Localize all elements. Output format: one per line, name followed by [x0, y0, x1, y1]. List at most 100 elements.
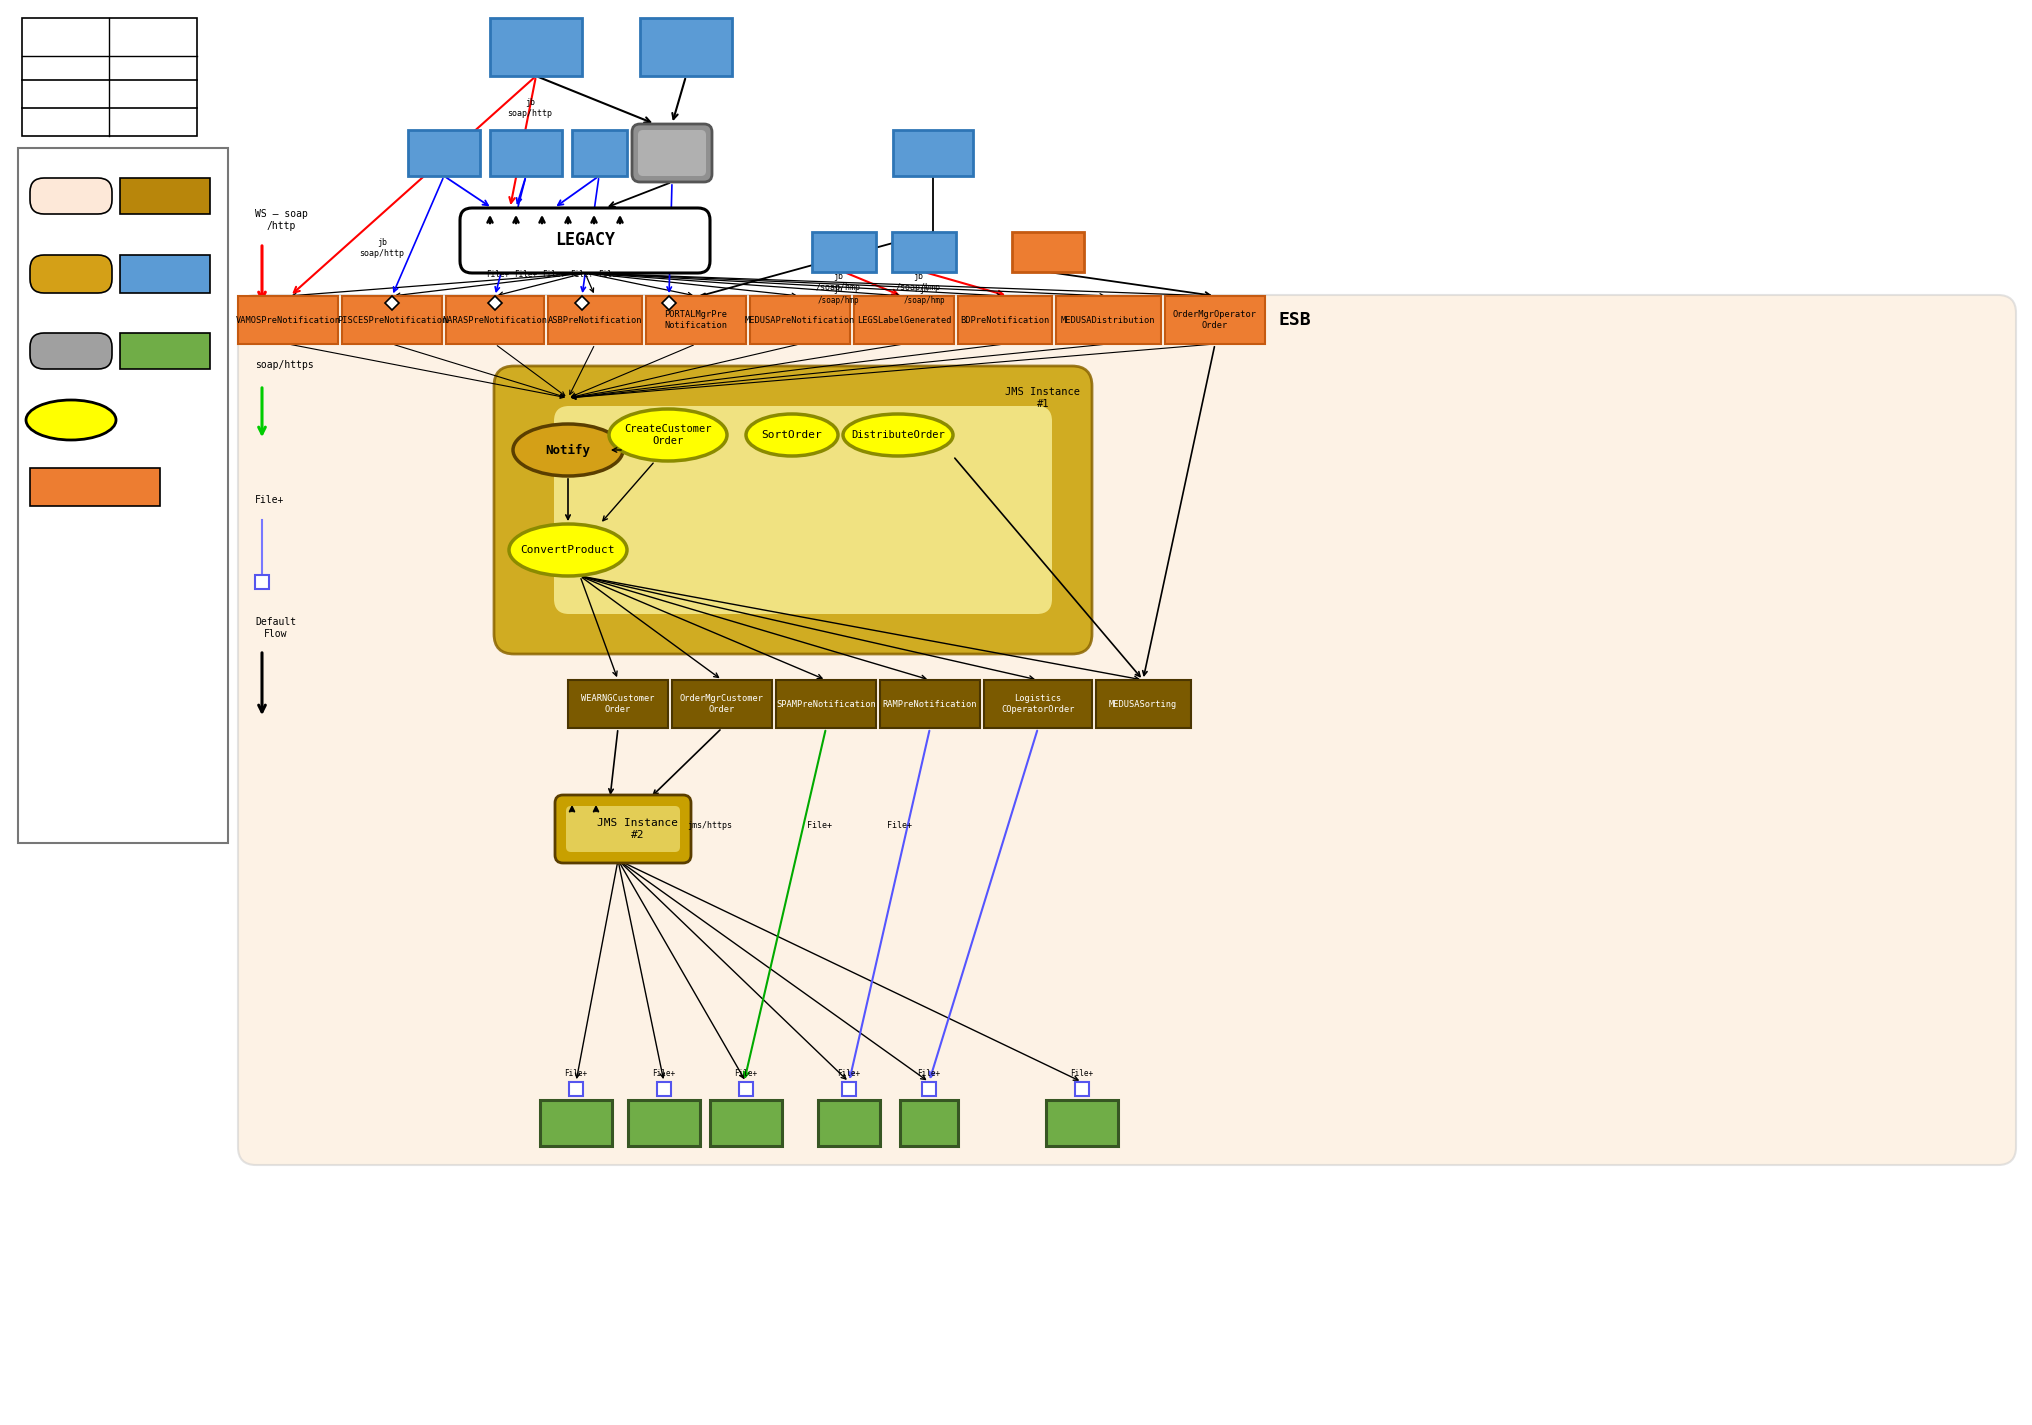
- FancyBboxPatch shape: [565, 807, 679, 852]
- Text: RAMPreNotification: RAMPreNotification: [882, 700, 977, 708]
- FancyBboxPatch shape: [983, 680, 1091, 728]
- Text: DistributeOrder: DistributeOrder: [851, 430, 945, 440]
- Ellipse shape: [843, 415, 953, 456]
- FancyBboxPatch shape: [1075, 1082, 1089, 1096]
- Text: File+: File+: [888, 821, 912, 829]
- FancyBboxPatch shape: [22, 19, 197, 135]
- Text: MEDUSADistribution: MEDUSADistribution: [1061, 315, 1154, 325]
- FancyBboxPatch shape: [238, 295, 2016, 1166]
- Text: LEGACY: LEGACY: [555, 231, 616, 249]
- Text: ConvertProduct: ConvertProduct: [520, 544, 616, 554]
- FancyBboxPatch shape: [811, 232, 876, 272]
- Text: WEARNGCustomer
Order: WEARNGCustomer Order: [581, 694, 654, 714]
- FancyBboxPatch shape: [853, 296, 953, 343]
- FancyBboxPatch shape: [640, 19, 732, 76]
- FancyBboxPatch shape: [494, 366, 1091, 654]
- Text: BDPreNotification: BDPreNotification: [959, 315, 1049, 325]
- FancyBboxPatch shape: [1055, 296, 1160, 343]
- FancyBboxPatch shape: [673, 680, 772, 728]
- Text: LEGSLabelGenerated: LEGSLabelGenerated: [855, 315, 951, 325]
- Text: ASBPreNotification: ASBPreNotification: [547, 315, 642, 325]
- Text: Notification
Service: Notification Service: [634, 142, 709, 164]
- Text: jms/https: jms/https: [687, 821, 732, 829]
- FancyBboxPatch shape: [646, 296, 746, 343]
- FancyBboxPatch shape: [18, 148, 228, 844]
- Text: JMS Instance
#1: JMS Instance #1: [1006, 388, 1079, 409]
- Text: File+: File+: [597, 269, 622, 278]
- Text: drawn by
mcastelli: drawn by mcastelli: [39, 83, 91, 105]
- FancyBboxPatch shape: [1164, 296, 1264, 343]
- FancyBboxPatch shape: [900, 1100, 957, 1146]
- Text: MEDUSA: MEDUSA: [912, 148, 953, 158]
- Polygon shape: [488, 296, 502, 311]
- Text: Portal: Portal: [51, 346, 91, 356]
- Text: File+: File+: [807, 821, 831, 829]
- Text: Notification
Service: Notification Service: [496, 36, 577, 58]
- Text: PORTALMgr: PORTALMgr: [654, 41, 715, 51]
- FancyBboxPatch shape: [892, 130, 973, 177]
- Text: MEDUSA: MEDUSA: [1061, 1119, 1101, 1129]
- Ellipse shape: [26, 400, 116, 440]
- FancyBboxPatch shape: [1095, 680, 1191, 728]
- Text: WS – soap
/http: WS – soap /http: [254, 209, 307, 231]
- Text: NARASPreNotification: NARASPreNotification: [443, 315, 547, 325]
- FancyBboxPatch shape: [776, 680, 876, 728]
- Text: system
ESB: system ESB: [47, 26, 83, 48]
- FancyBboxPatch shape: [638, 130, 705, 177]
- FancyBboxPatch shape: [656, 1082, 671, 1096]
- Text: SortOrder: SortOrder: [762, 430, 823, 440]
- Text: File+: File+: [571, 269, 593, 278]
- FancyBboxPatch shape: [628, 1100, 699, 1146]
- Text: File+: File+: [1071, 1070, 1093, 1079]
- Text: ESB X Services: ESB X Services: [67, 63, 150, 73]
- Text: SPAMPreNotification: SPAMPreNotification: [776, 700, 876, 708]
- Text: jb
soap/http: jb soap/http: [360, 238, 404, 258]
- FancyBboxPatch shape: [238, 296, 337, 343]
- Text: project
Project-X: project Project-X: [126, 26, 179, 48]
- FancyBboxPatch shape: [567, 680, 669, 728]
- FancyBboxPatch shape: [709, 1100, 782, 1146]
- Polygon shape: [384, 296, 398, 311]
- Text: Logicent: Logicent: [636, 1119, 691, 1129]
- FancyBboxPatch shape: [459, 208, 709, 274]
- Text: File+: File+: [916, 1070, 941, 1079]
- Text: WEARNG: WEARNG: [555, 1119, 595, 1129]
- Text: VAMOSPreNotification: VAMOSPreNotification: [236, 315, 339, 325]
- FancyBboxPatch shape: [341, 296, 441, 343]
- Text: CreateCustomer
Order: CreateCustomer Order: [624, 425, 711, 446]
- FancyBboxPatch shape: [892, 232, 955, 272]
- FancyBboxPatch shape: [750, 296, 849, 343]
- FancyBboxPatch shape: [569, 1082, 583, 1096]
- Text: ESB: ESB: [1278, 311, 1311, 329]
- FancyBboxPatch shape: [632, 124, 711, 182]
- FancyBboxPatch shape: [490, 130, 561, 177]
- Text: jb
/soap/hmp: jb /soap/hmp: [817, 285, 858, 305]
- Text: Default
Flow: Default Flow: [254, 617, 297, 638]
- Text: File+: File+: [837, 1070, 860, 1079]
- FancyBboxPatch shape: [923, 1082, 935, 1096]
- Text: Provider: Provider: [138, 346, 191, 356]
- FancyBboxPatch shape: [880, 680, 979, 728]
- Text: File+: File+: [514, 269, 536, 278]
- FancyBboxPatch shape: [30, 333, 112, 369]
- Text: ASB: ASB: [589, 148, 610, 158]
- FancyBboxPatch shape: [957, 296, 1051, 343]
- FancyBboxPatch shape: [1046, 1100, 1118, 1146]
- Text: NARAS: NARAS: [508, 148, 543, 158]
- Text: OrderMgrCustomer
Order: OrderMgrCustomer Order: [679, 694, 764, 714]
- FancyBboxPatch shape: [408, 130, 480, 177]
- FancyBboxPatch shape: [740, 1082, 752, 1096]
- FancyBboxPatch shape: [120, 178, 209, 214]
- FancyBboxPatch shape: [555, 795, 691, 864]
- FancyBboxPatch shape: [555, 406, 1051, 614]
- Text: OrderMgr: OrderMgr: [719, 1119, 772, 1129]
- Text: File+: File+: [486, 269, 510, 278]
- Ellipse shape: [610, 409, 727, 462]
- Text: jb
/soap/hmp: jb /soap/hmp: [894, 272, 941, 292]
- Text: PISCES: PISCES: [423, 148, 463, 158]
- Text: date
2017-04-18: date 2017-04-18: [124, 83, 183, 105]
- Text: JMS Instance
#2: JMS Instance #2: [597, 818, 679, 839]
- FancyBboxPatch shape: [120, 333, 209, 369]
- FancyBboxPatch shape: [541, 1100, 612, 1146]
- Text: File+: File+: [565, 1070, 587, 1079]
